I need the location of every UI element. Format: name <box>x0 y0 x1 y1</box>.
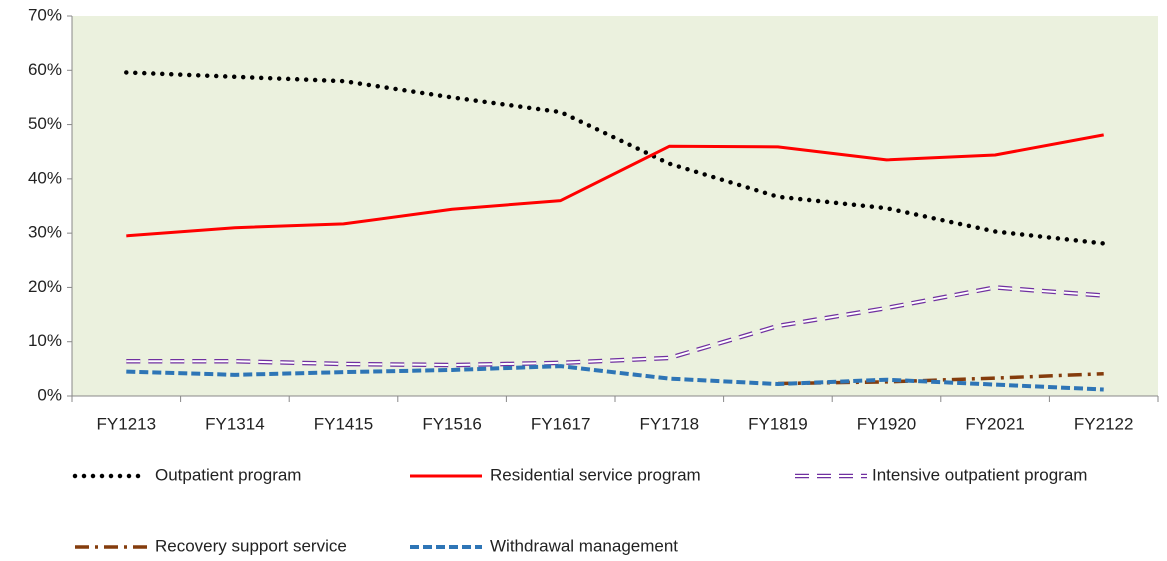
y-tick-label: 70% <box>28 5 62 24</box>
y-tick-label: 40% <box>28 168 62 187</box>
legend-label: Withdrawal management <box>490 536 678 555</box>
x-tick-label: FY1516 <box>422 414 482 433</box>
series-line <box>126 364 1104 392</box>
x-tick-label: FY1314 <box>205 414 265 433</box>
x-tick-label: FY1617 <box>531 414 591 433</box>
y-tick-label: 10% <box>28 331 62 350</box>
x-tick-label: FY1415 <box>314 414 374 433</box>
legend-label: Residential service program <box>490 465 701 484</box>
legend-label: Intensive outpatient program <box>872 465 1087 484</box>
series-line-inner <box>126 286 1104 367</box>
legend-label: Recovery support service <box>155 536 347 555</box>
x-tick-label: FY1213 <box>97 414 157 433</box>
y-tick-label: 20% <box>28 277 62 296</box>
y-tick-label: 0% <box>37 385 62 404</box>
series-line <box>126 133 1104 238</box>
x-tick-label: FY1718 <box>640 414 700 433</box>
x-tick-label: FY2021 <box>965 414 1025 433</box>
x-tick-label: FY1920 <box>857 414 917 433</box>
series-line <box>124 70 1106 246</box>
y-tick-label: 60% <box>28 60 62 79</box>
y-tick-label: 30% <box>28 223 62 242</box>
series-line <box>777 371 1104 386</box>
y-tick-label: 50% <box>28 114 62 133</box>
x-tick-label: FY2122 <box>1074 414 1134 433</box>
legend-label: Outpatient program <box>155 465 301 484</box>
x-tick-label: FY1819 <box>748 414 808 433</box>
plot-area <box>72 16 1158 396</box>
